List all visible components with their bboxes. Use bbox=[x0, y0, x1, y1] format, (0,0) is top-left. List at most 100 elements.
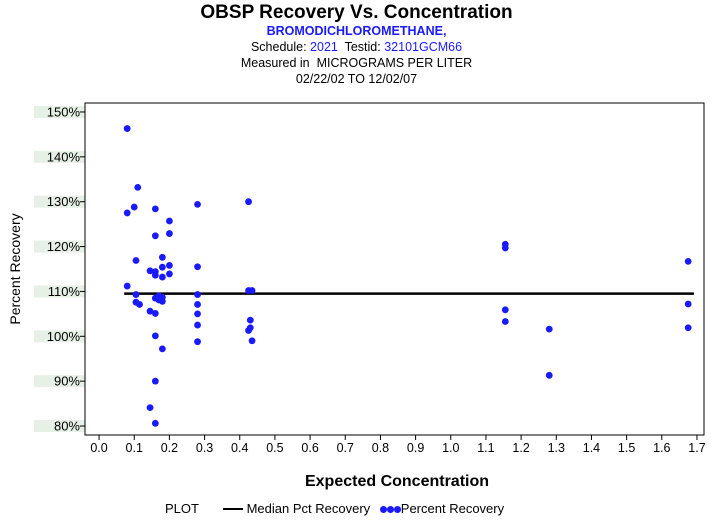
schedule-line: Schedule: 2021 Testid: 32101GCM66 bbox=[0, 40, 713, 54]
data-point bbox=[151, 232, 159, 240]
legend-points-label: Percent Recovery bbox=[400, 501, 505, 517]
data-point bbox=[194, 321, 201, 329]
data-point bbox=[134, 183, 142, 191]
legend-median-label: Median Pct Recovery bbox=[246, 501, 371, 517]
y-tick-label: 80% bbox=[54, 419, 80, 434]
legend: PLOT Median Pct Recovery Percent Recover… bbox=[165, 500, 504, 516]
y-tick-label: 110% bbox=[48, 284, 81, 299]
x-tick-label: 1.2 bbox=[512, 441, 529, 455]
data-point bbox=[248, 337, 256, 345]
data-point bbox=[151, 332, 159, 340]
data-point bbox=[194, 310, 201, 318]
y-tick-band bbox=[34, 420, 85, 433]
data-point bbox=[151, 419, 159, 427]
data-point bbox=[158, 253, 166, 261]
legend-points-swatch bbox=[379, 501, 401, 516]
data-point bbox=[158, 297, 166, 305]
data-point bbox=[151, 271, 159, 279]
data-point bbox=[136, 301, 143, 308]
y-tick-band bbox=[34, 195, 85, 208]
data-point bbox=[501, 318, 509, 325]
x-tick-label: 1.5 bbox=[618, 441, 635, 455]
data-point bbox=[130, 203, 138, 211]
date-range: 02/22/02 TO 12/02/07 bbox=[295, 72, 418, 86]
data-point bbox=[246, 316, 254, 324]
y-tick-label: 130% bbox=[47, 194, 81, 209]
y-tick-band bbox=[34, 150, 85, 163]
y-tick-label: 140% bbox=[47, 149, 81, 164]
y-tick-bands bbox=[34, 105, 85, 433]
data-point bbox=[245, 198, 252, 206]
y-tick-label: 100% bbox=[47, 329, 81, 344]
y-axis-ticks: 80% 90% 100% 110% 120% 130% 140% 150% bbox=[47, 104, 85, 434]
x-tick-label: 0.4 bbox=[231, 441, 248, 455]
data-point bbox=[158, 263, 166, 271]
data-points bbox=[123, 125, 692, 427]
y-tick-label: 90% bbox=[54, 374, 80, 389]
compound-name: BROMODICHLOROMETHANE, bbox=[266, 24, 447, 38]
data-point bbox=[248, 287, 256, 294]
y-tick-band bbox=[34, 240, 85, 253]
data-point bbox=[194, 291, 201, 298]
x-axis-label: Expected Concentration bbox=[305, 473, 489, 490]
data-point bbox=[158, 345, 166, 353]
y-tick-band bbox=[34, 285, 85, 298]
x-tick-label: 0.1 bbox=[126, 441, 143, 455]
data-point bbox=[194, 200, 201, 208]
schedule-label: Schedule: bbox=[250, 40, 307, 54]
data-point bbox=[123, 209, 131, 217]
x-tick-label: 0.7 bbox=[337, 441, 354, 455]
x-axis-ticks: 0.0 0.1 0.2 0.3 0.4 0.5 0.6 0.7 0.8 0.9 1.0 1.1 1.2 1… bbox=[90, 435, 706, 455]
x-tick-label: 1.7 bbox=[688, 441, 705, 455]
data-point bbox=[194, 338, 201, 346]
x-tick-label: 1.0 bbox=[442, 441, 459, 455]
data-point bbox=[166, 230, 173, 237]
data-point bbox=[151, 377, 159, 385]
data-point bbox=[151, 205, 159, 213]
data-point bbox=[545, 371, 553, 379]
y-tick-band bbox=[34, 105, 85, 118]
x-tick-label: 0.9 bbox=[407, 441, 424, 455]
units-line: Measured in MICROGRAMS PER LITER bbox=[240, 56, 473, 70]
data-point bbox=[132, 291, 140, 298]
x-tick-label: 0.8 bbox=[372, 441, 389, 455]
data-point bbox=[684, 300, 692, 308]
data-point bbox=[194, 263, 201, 271]
x-tick-label: 0.0 bbox=[90, 441, 107, 455]
data-point bbox=[166, 262, 173, 269]
data-point bbox=[132, 257, 140, 264]
data-point bbox=[684, 324, 692, 332]
schedule-value: 2021 bbox=[310, 40, 338, 54]
x-tick-label: 0.6 bbox=[301, 441, 318, 455]
data-point bbox=[501, 306, 509, 314]
x-tick-label: 0.5 bbox=[266, 441, 283, 455]
x-tick-label: 1.1 bbox=[477, 441, 494, 455]
data-point bbox=[123, 125, 131, 132]
data-point bbox=[545, 325, 553, 333]
data-point bbox=[158, 273, 166, 281]
data-point bbox=[684, 257, 692, 265]
x-tick-label: 1.4 bbox=[583, 441, 600, 455]
legend-median-swatch bbox=[222, 507, 243, 510]
data-point bbox=[501, 244, 509, 252]
y-axis-label: Percent Recovery bbox=[7, 213, 23, 324]
x-tick-label: 0.2 bbox=[161, 441, 178, 455]
y-tick-band bbox=[34, 330, 85, 343]
data-point bbox=[151, 310, 159, 317]
chart-title: OBSP Recovery Vs. Concentration bbox=[200, 2, 513, 23]
data-point bbox=[146, 307, 154, 315]
data-point bbox=[245, 327, 252, 334]
y-tick-band bbox=[34, 375, 85, 388]
testid-value: 32101GCM66 bbox=[384, 40, 463, 54]
y-tick-label: 120% bbox=[47, 239, 81, 254]
plot-area bbox=[84, 102, 705, 436]
x-tick-label: 1.6 bbox=[653, 441, 670, 455]
data-point bbox=[194, 301, 201, 308]
data-point bbox=[146, 267, 154, 275]
data-point bbox=[123, 282, 131, 290]
x-tick-label: 0.3 bbox=[196, 441, 213, 455]
data-point bbox=[166, 270, 173, 278]
x-tick-label: 1.3 bbox=[548, 441, 565, 455]
testid-label: Testid: bbox=[344, 40, 381, 54]
